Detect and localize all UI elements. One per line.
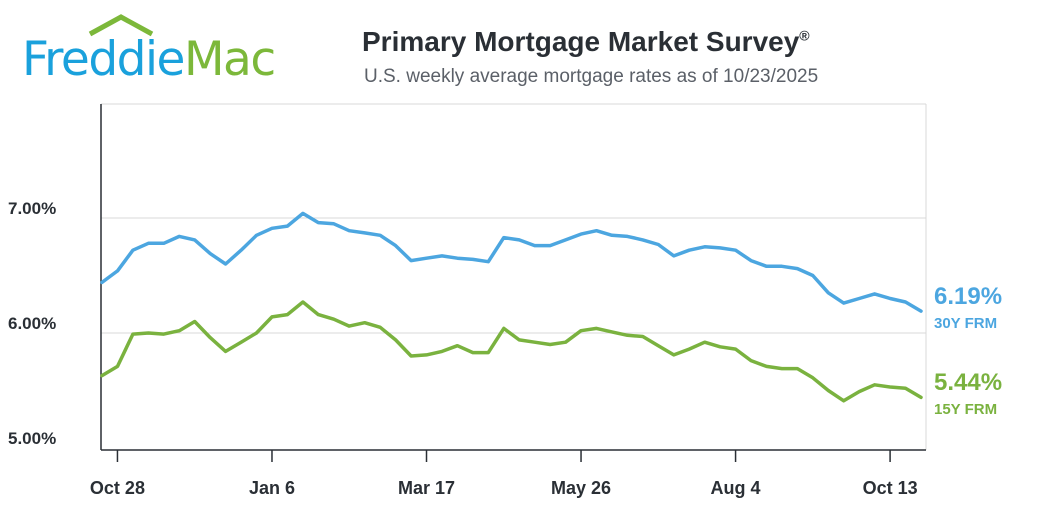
grid-lines	[101, 103, 927, 450]
x-tick-label: May 26	[551, 478, 611, 498]
logo-wordmark: FreddieMac	[22, 36, 276, 83]
y-tick-labels: 5.00% 6.00% 7.00%	[8, 199, 56, 448]
x-tick-label: Aug 4	[711, 478, 761, 498]
chart-title: Primary Mortgage Market Survey®	[362, 26, 810, 58]
end-value-15y: 5.44%	[934, 369, 1002, 396]
y-tick-label: 5.00%	[8, 429, 56, 448]
title-text: Primary Mortgage Market Survey	[362, 26, 800, 57]
series-name-30y: 30Y FRM	[934, 315, 997, 332]
y-tick-label: 6.00%	[8, 314, 56, 333]
end-labels: 6.19% 30Y FRM 5.44% 15Y FRM	[934, 283, 1002, 418]
registered-mark: ®	[799, 27, 810, 44]
series-line-15y	[100, 300, 923, 403]
logo-word-mac: Mac	[183, 32, 276, 87]
axes	[100, 104, 926, 451]
series-line-30y	[100, 211, 923, 313]
series-name-15y: 15Y FRM	[934, 401, 997, 418]
x-tick-label: Mar 17	[398, 478, 455, 498]
freddie-mac-logo: FreddieMac	[22, 14, 332, 94]
logo-word-freddie: Freddie	[22, 32, 185, 87]
series-lines	[100, 211, 923, 403]
end-value-30y: 6.19%	[934, 283, 1002, 310]
house-roof-icon	[88, 14, 154, 37]
chart-subtitle: U.S. weekly average mortgage rates as of…	[364, 66, 819, 87]
x-tick-label: Oct 28	[90, 478, 145, 498]
x-tick-labels: Oct 28 Jan 6 Mar 17 May 26 Aug 4 Oct 13	[90, 450, 918, 498]
x-tick-label: Jan 6	[249, 478, 295, 498]
x-tick-label: Oct 13	[863, 478, 918, 498]
y-tick-label: 7.00%	[8, 199, 56, 218]
